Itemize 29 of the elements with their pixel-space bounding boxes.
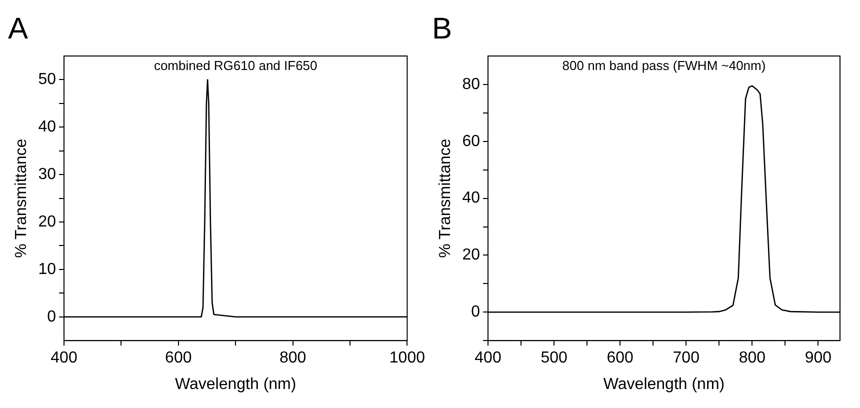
- y-tick-label: 40: [38, 118, 56, 136]
- x-tick-label: 600: [606, 350, 634, 367]
- x-tick-label: 600: [165, 350, 192, 367]
- y-tick-label: 50: [38, 71, 56, 88]
- x-tick-label: 1000: [389, 350, 426, 367]
- y-tick-label: 0: [471, 304, 480, 321]
- y-axis-title: % Transmittance: [13, 138, 30, 258]
- x-axis-title: Wavelength (nm): [603, 376, 725, 393]
- y-tick-label: 10: [38, 260, 56, 278]
- chart-title: B: [432, 12, 452, 46]
- y-tick-label: 0: [47, 308, 56, 326]
- x-tick-label: 400: [474, 350, 502, 367]
- y-axis-title: % Transmittance: [437, 138, 454, 258]
- y-tick-label: 60: [462, 132, 480, 150]
- x-tick-label: 800: [738, 350, 766, 367]
- y-tick-label: 80: [462, 76, 480, 93]
- x-tick-label: 800: [279, 350, 306, 367]
- y-tick-label: 20: [38, 213, 56, 230]
- annotation: 800 nm band pass (FWHM ~40nm): [562, 58, 766, 74]
- x-tick-label: 400: [50, 350, 78, 367]
- y-tick-label: 40: [462, 190, 480, 207]
- chart-title: A: [8, 12, 28, 46]
- x-tick-label: 500: [540, 350, 568, 367]
- x-tick-label: 700: [672, 350, 700, 367]
- y-tick-label: 30: [38, 166, 56, 183]
- x-axis-title: Wavelength (nm): [174, 376, 296, 393]
- y-tick-label: 20: [462, 246, 480, 264]
- x-tick-label: 900: [804, 350, 832, 367]
- annotation: combined RG610 and IF650: [154, 58, 318, 74]
